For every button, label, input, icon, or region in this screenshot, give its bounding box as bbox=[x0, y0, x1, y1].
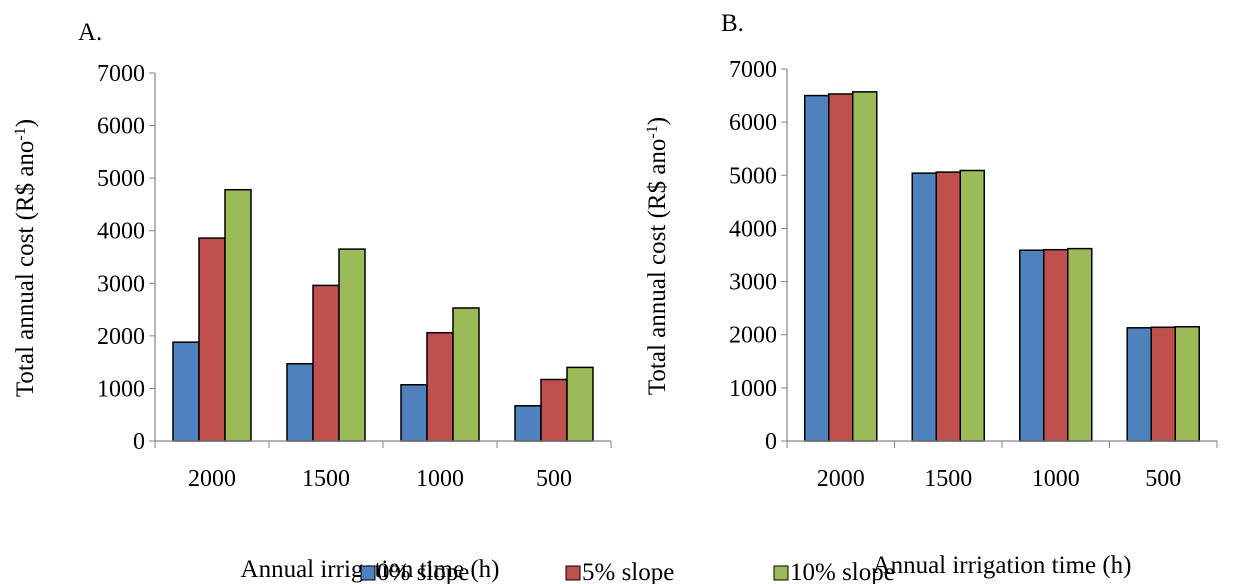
panel-label-a: A. bbox=[78, 19, 102, 46]
y-tick-label-a: 7000 bbox=[97, 61, 145, 87]
y-tick-label-a: 1000 bbox=[97, 376, 145, 402]
bar-a-500-s1 bbox=[540, 378, 568, 442]
y-tick-label-b: 6000 bbox=[729, 110, 777, 136]
chart-panel-a: A. 0 1000 2000 3000 4000 5000 6000 7000 2000 150… bbox=[12, 19, 612, 583]
bar-a-1500-s0 bbox=[286, 362, 314, 442]
bar-a-500-s2 bbox=[566, 366, 594, 442]
bar-b-2000-s2 bbox=[852, 91, 878, 442]
bar-a-2000-s0 bbox=[172, 341, 200, 442]
legend-swatch-2 bbox=[773, 565, 789, 581]
y-axis-label-a-sup: -1 bbox=[12, 127, 29, 140]
bar-b-1000-s1 bbox=[1043, 248, 1069, 442]
bar-a-2000-s1 bbox=[198, 237, 226, 442]
y-tick-labels-b: 0 1000 2000 3000 4000 5000 6000 7000 bbox=[729, 57, 777, 455]
bar-b-1500-s0 bbox=[911, 172, 937, 442]
x-tick-labels-a: 2000 1500 1000 500 bbox=[188, 466, 572, 492]
x-tick-label-b: 1500 bbox=[924, 466, 972, 492]
bar-b-1500-s1 bbox=[935, 171, 961, 442]
y-tick-label-b: 2000 bbox=[729, 323, 777, 349]
x-tick-labels-b: 2000 1500 1000 500 bbox=[817, 466, 1182, 492]
axes-b bbox=[781, 68, 1218, 448]
legend-label-1: 5% slope bbox=[582, 559, 674, 584]
x-tick-label-b: 500 bbox=[1145, 466, 1181, 492]
y-tick-label-b: 1000 bbox=[729, 376, 777, 402]
y-axis-label-a-end: ) bbox=[12, 119, 39, 127]
bar-a-1000-s1 bbox=[426, 331, 454, 442]
y-tick-label-a: 0 bbox=[133, 429, 145, 455]
legend-swatch-0 bbox=[360, 565, 376, 581]
y-axis-label-b-main: Total annual cost (R$ ano bbox=[644, 139, 671, 396]
bar-b-500-s2 bbox=[1174, 325, 1200, 442]
y-tick-label-b: 4000 bbox=[729, 216, 777, 242]
bar-a-1500-s1 bbox=[312, 284, 340, 442]
x-tick-label-b: 1000 bbox=[1032, 466, 1080, 492]
bar-a-1500-s2 bbox=[338, 248, 366, 442]
legend-label-0: 0% slope bbox=[377, 559, 469, 584]
y-axis-label-a: Total annual cost (R$ ano-1) bbox=[12, 119, 40, 397]
y-axis-label-b: Total annual cost (R$ ano-1) bbox=[644, 117, 672, 395]
legend-label-2: 10% slope bbox=[790, 559, 895, 584]
x-tick-label-b: 2000 bbox=[817, 466, 865, 492]
y-tick-label-a: 5000 bbox=[97, 166, 145, 192]
y-tick-label-a: 6000 bbox=[97, 114, 145, 140]
bar-b-1000-s0 bbox=[1019, 249, 1045, 442]
x-tick-label-a: 1500 bbox=[302, 466, 350, 492]
x-tick-label-a: 2000 bbox=[188, 466, 236, 492]
axes-a bbox=[149, 72, 612, 448]
panel-label-b: B. bbox=[721, 10, 744, 37]
x-tick-label-a: 500 bbox=[536, 466, 572, 492]
y-tick-labels-a: 0 1000 2000 3000 4000 5000 6000 7000 bbox=[97, 61, 145, 455]
legend-item-0: 0% slope bbox=[360, 559, 469, 584]
y-tick-label-a: 4000 bbox=[97, 219, 145, 245]
bar-b-2000-s1 bbox=[828, 93, 854, 442]
legend-swatch-1 bbox=[565, 565, 581, 581]
y-tick-label-b: 7000 bbox=[729, 57, 777, 83]
y-tick-label-b: 3000 bbox=[729, 270, 777, 296]
bar-b-500-s1 bbox=[1150, 326, 1176, 442]
y-axis-label-a-main: Total annual cost (R$ ano bbox=[12, 141, 39, 398]
bar-a-1000-s0 bbox=[400, 383, 428, 442]
bar-b-1500-s2 bbox=[959, 169, 985, 442]
bars-a bbox=[172, 188, 594, 442]
bars-b bbox=[804, 91, 1200, 442]
bar-b-500-s0 bbox=[1126, 327, 1152, 442]
bar-b-2000-s0 bbox=[804, 94, 830, 442]
y-tick-label-b: 5000 bbox=[729, 163, 777, 189]
y-tick-label-a: 3000 bbox=[97, 271, 145, 297]
y-axis-label-b-sup: -1 bbox=[644, 125, 661, 138]
legend-item-1: 5% slope bbox=[565, 559, 674, 584]
bar-a-1000-s2 bbox=[452, 307, 480, 442]
bar-a-500-s0 bbox=[514, 405, 542, 442]
chart-panel-b: B. 0 1000 2000 3000 4000 5000 6000 7000 2000 150… bbox=[644, 10, 1218, 579]
y-tick-label-b: 0 bbox=[765, 429, 777, 455]
x-tick-label-a: 1000 bbox=[416, 466, 464, 492]
x-axis-label-b: Annual irrigation time (h) bbox=[873, 552, 1132, 579]
legend: 0% slope 5% slope 10% slope bbox=[360, 559, 895, 584]
legend-item-2: 10% slope bbox=[773, 559, 895, 584]
bar-a-2000-s2 bbox=[224, 188, 252, 442]
bar-b-1000-s2 bbox=[1067, 247, 1093, 442]
y-axis-label-b-end: ) bbox=[644, 117, 671, 125]
y-tick-label-a: 2000 bbox=[97, 324, 145, 350]
